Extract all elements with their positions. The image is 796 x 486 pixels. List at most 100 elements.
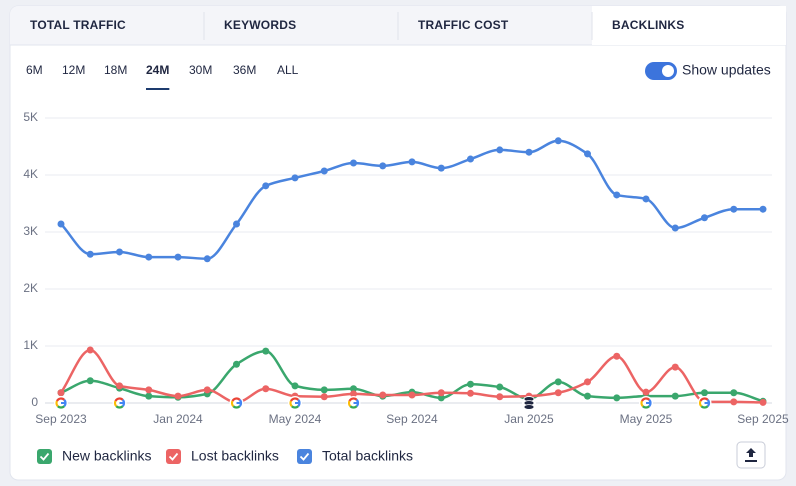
data-point: [86, 377, 94, 385]
data-point: [262, 182, 270, 190]
data-point: [145, 253, 153, 261]
tab[interactable]: KEYWORDS: [224, 18, 296, 32]
data-point: [759, 398, 767, 406]
period-option[interactable]: 30M: [189, 63, 212, 77]
data-point: [233, 360, 240, 368]
x-tick-label: May 2025: [620, 412, 673, 426]
legend-checkbox[interactable]: [297, 449, 312, 464]
x-tick-label: Jan 2025: [504, 412, 554, 426]
x-tick-label: Jan 2024: [153, 412, 203, 426]
period-option[interactable]: 6M: [26, 63, 43, 77]
data-point: [554, 378, 562, 386]
data-point: [701, 214, 708, 222]
x-tick-label: May 2024: [269, 412, 322, 426]
data-point: [86, 346, 94, 354]
data-point: [262, 385, 270, 393]
data-point: [467, 380, 474, 388]
update-marker-icon: [230, 400, 235, 407]
toggle-label[interactable]: Show updates: [682, 62, 771, 78]
y-tick-label: 3K: [23, 224, 38, 238]
y-tick-label: 1K: [23, 338, 38, 352]
update-marker-icon: [641, 397, 650, 402]
update-marker-icon: [698, 400, 703, 407]
data-point: [554, 389, 562, 397]
data-point: [467, 389, 474, 397]
data-point: [350, 390, 357, 398]
data-point: [671, 392, 679, 400]
period-option[interactable]: 24M: [146, 63, 169, 77]
update-marker-icon: [290, 397, 299, 402]
update-marker-icon: [114, 397, 124, 402]
tab[interactable]: BACKLINKS: [612, 18, 684, 32]
update-marker-icon: [700, 405, 709, 409]
data-point: [613, 394, 621, 402]
x-tick-label: Sep 2024: [386, 412, 438, 426]
data-point: [730, 205, 738, 213]
data-point: [496, 146, 504, 154]
data-point: [671, 363, 679, 371]
data-point: [525, 148, 533, 156]
update-marker-icon: [63, 399, 67, 407]
legend-check: [39, 452, 50, 461]
data-point: [701, 389, 708, 397]
data-point: [437, 394, 445, 402]
tab[interactable]: TRAFFIC COST: [418, 18, 509, 32]
update-marker-icon: [121, 399, 126, 407]
data-point: [145, 386, 153, 394]
x-tick-label: Sep 2023: [35, 412, 87, 426]
legend-checkbox[interactable]: [37, 449, 52, 464]
data-point: [350, 385, 357, 393]
data-point: [116, 248, 123, 256]
data-point: [584, 378, 591, 386]
legend-label[interactable]: New backlinks: [62, 448, 151, 464]
update-marker-icon: [648, 399, 652, 407]
data-point: [642, 195, 650, 203]
update-marker-icon: [55, 400, 59, 407]
legend-label[interactable]: Lost backlinks: [191, 448, 279, 464]
legend-label[interactable]: Total backlinks: [322, 448, 413, 464]
legend-checkbox[interactable]: [166, 449, 181, 464]
update-marker-icon: [57, 405, 65, 409]
update-marker-icon: [291, 405, 299, 409]
data-point: [642, 388, 650, 396]
period-option[interactable]: ALL: [277, 63, 299, 77]
data-point: [57, 220, 65, 228]
y-tick-label: 0: [31, 395, 38, 409]
data-point: [233, 220, 240, 228]
update-marker-icon: [289, 400, 293, 407]
update-marker-icon: [642, 405, 650, 409]
data-point: [350, 159, 357, 167]
data-point: [262, 347, 270, 355]
data-point: [320, 386, 328, 394]
data-point: [320, 393, 328, 401]
data-point: [203, 386, 211, 394]
update-marker-icon: [56, 397, 65, 402]
data-point: [496, 393, 504, 401]
legend-check: [168, 452, 179, 461]
tab[interactable]: TOTAL TRAFFIC: [30, 18, 126, 32]
data-point: [584, 150, 591, 158]
data-point: [291, 382, 299, 390]
period-option[interactable]: 12M: [62, 63, 85, 77]
data-point: [467, 155, 474, 163]
data-point: [554, 137, 562, 145]
period-option[interactable]: 18M: [104, 63, 127, 77]
data-point: [291, 174, 299, 182]
data-point: [671, 224, 679, 232]
data-point: [613, 191, 621, 199]
update-marker-icon: [113, 400, 118, 407]
update-marker-icon: [115, 405, 124, 409]
y-tick-label: 2K: [23, 281, 38, 295]
data-point: [437, 164, 445, 172]
update-marker-icon: [706, 399, 711, 407]
period-option[interactable]: 36M: [233, 63, 256, 77]
data-point: [379, 391, 387, 399]
data-point: [116, 382, 123, 390]
data-point: [57, 389, 65, 397]
update-marker-icon: [640, 400, 644, 407]
update-marker-icon: [355, 399, 360, 407]
update-marker-icon: [349, 405, 358, 409]
update-marker-icon: [238, 399, 243, 407]
